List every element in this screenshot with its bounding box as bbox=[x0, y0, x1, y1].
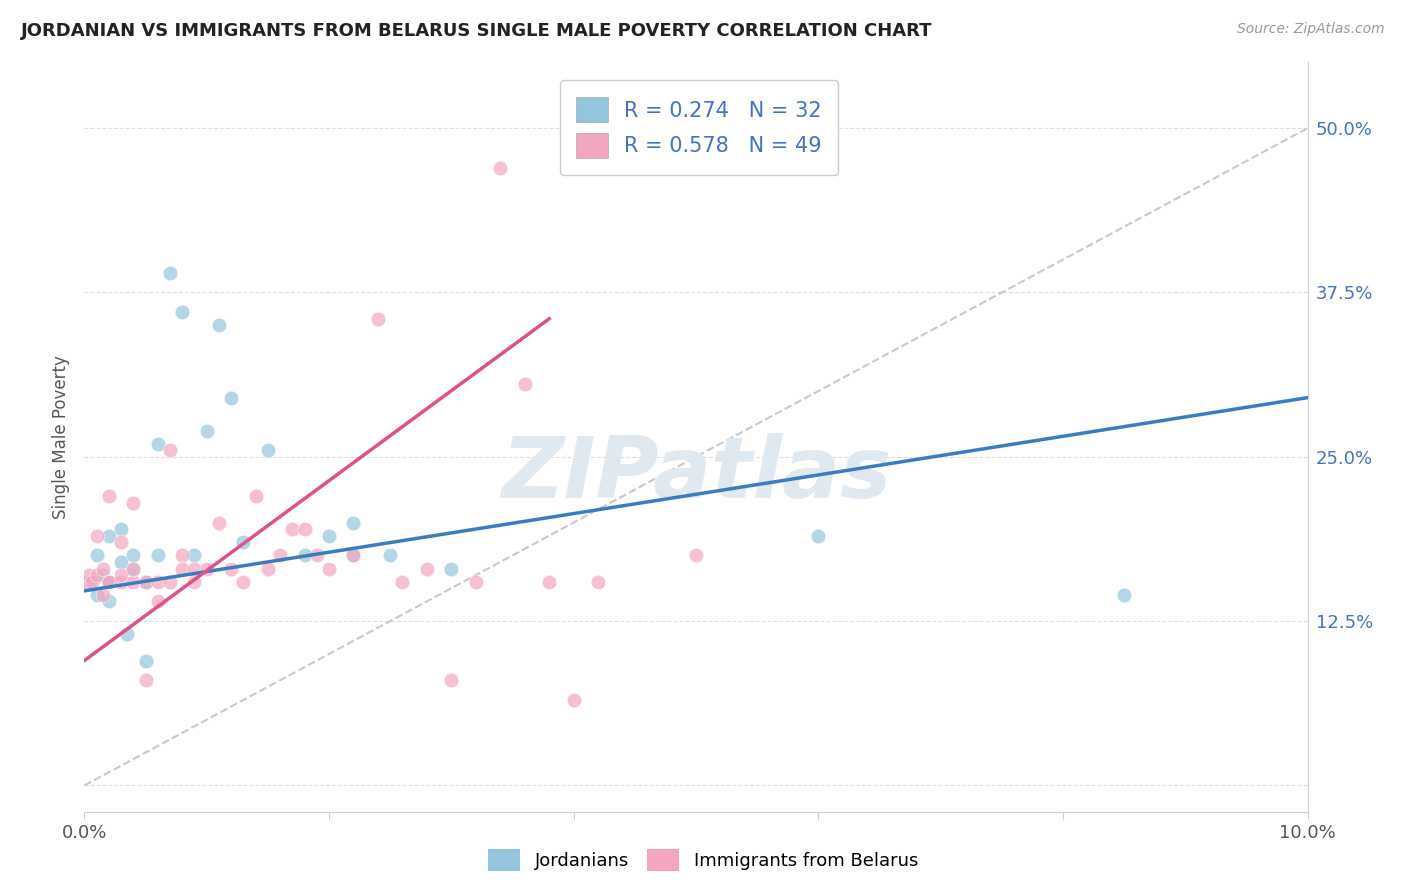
Point bbox=[172, 549, 194, 563]
Point bbox=[305, 549, 328, 563]
Point bbox=[538, 574, 561, 589]
Point bbox=[195, 424, 218, 438]
Point bbox=[219, 391, 242, 405]
Point bbox=[195, 561, 218, 575]
Point bbox=[97, 489, 120, 503]
Point bbox=[367, 311, 389, 326]
Point bbox=[232, 574, 254, 589]
Point bbox=[1114, 588, 1136, 602]
Point bbox=[318, 561, 340, 575]
Point bbox=[685, 549, 707, 563]
Point bbox=[245, 489, 267, 503]
Point bbox=[80, 574, 103, 589]
Point bbox=[146, 594, 169, 608]
Point bbox=[86, 588, 108, 602]
Point bbox=[380, 549, 402, 563]
Point bbox=[135, 673, 157, 688]
Point bbox=[232, 535, 254, 549]
Text: Source: ZipAtlas.com: Source: ZipAtlas.com bbox=[1237, 22, 1385, 37]
Point bbox=[219, 561, 242, 575]
Point bbox=[807, 529, 830, 543]
Point bbox=[208, 516, 231, 530]
Point bbox=[97, 529, 120, 543]
Text: ZIPatlas: ZIPatlas bbox=[501, 433, 891, 516]
Point bbox=[122, 561, 145, 575]
Point bbox=[79, 574, 101, 589]
Point bbox=[97, 574, 120, 589]
Point bbox=[146, 574, 169, 589]
Point bbox=[76, 574, 98, 589]
Point bbox=[586, 574, 609, 589]
Point bbox=[86, 529, 108, 543]
Point bbox=[294, 549, 316, 563]
Point bbox=[91, 568, 114, 582]
Point bbox=[122, 549, 145, 563]
Point bbox=[91, 588, 114, 602]
Point bbox=[77, 568, 100, 582]
Legend: Jordanians, Immigrants from Belarus: Jordanians, Immigrants from Belarus bbox=[481, 842, 925, 879]
Point bbox=[115, 627, 138, 641]
Legend: R = 0.274   N = 32, R = 0.578   N = 49: R = 0.274 N = 32, R = 0.578 N = 49 bbox=[560, 80, 838, 175]
Point bbox=[342, 549, 364, 563]
Point bbox=[159, 443, 181, 458]
Point bbox=[146, 549, 169, 563]
Point bbox=[110, 555, 132, 569]
Point bbox=[489, 161, 512, 175]
Point bbox=[440, 561, 463, 575]
Point bbox=[135, 654, 157, 668]
Point bbox=[513, 377, 536, 392]
Point bbox=[135, 574, 157, 589]
Point bbox=[269, 549, 291, 563]
Point bbox=[146, 436, 169, 450]
Point bbox=[122, 496, 145, 510]
Point bbox=[342, 549, 364, 563]
Point bbox=[257, 443, 280, 458]
Text: JORDANIAN VS IMMIGRANTS FROM BELARUS SINGLE MALE POVERTY CORRELATION CHART: JORDANIAN VS IMMIGRANTS FROM BELARUS SIN… bbox=[21, 22, 932, 40]
Point bbox=[135, 574, 157, 589]
Point bbox=[110, 522, 132, 536]
Point bbox=[172, 561, 194, 575]
Point bbox=[440, 673, 463, 688]
Point bbox=[122, 561, 145, 575]
Point bbox=[318, 529, 340, 543]
Point bbox=[183, 561, 205, 575]
Point bbox=[159, 574, 181, 589]
Point bbox=[97, 574, 120, 589]
Point bbox=[91, 561, 114, 575]
Point bbox=[257, 561, 280, 575]
Point bbox=[342, 516, 364, 530]
Point bbox=[86, 549, 108, 563]
Point bbox=[208, 318, 231, 333]
Y-axis label: Single Male Poverty: Single Male Poverty bbox=[52, 355, 70, 519]
Point bbox=[86, 568, 108, 582]
Point bbox=[159, 266, 181, 280]
Point bbox=[110, 574, 132, 589]
Point bbox=[183, 549, 205, 563]
Point bbox=[110, 535, 132, 549]
Point bbox=[562, 693, 585, 707]
Point bbox=[416, 561, 439, 575]
Point bbox=[183, 574, 205, 589]
Point bbox=[97, 594, 120, 608]
Point bbox=[294, 522, 316, 536]
Point bbox=[391, 574, 413, 589]
Point bbox=[281, 522, 304, 536]
Point bbox=[97, 574, 120, 589]
Point bbox=[464, 574, 486, 589]
Point bbox=[122, 574, 145, 589]
Point bbox=[172, 305, 194, 319]
Point bbox=[110, 568, 132, 582]
